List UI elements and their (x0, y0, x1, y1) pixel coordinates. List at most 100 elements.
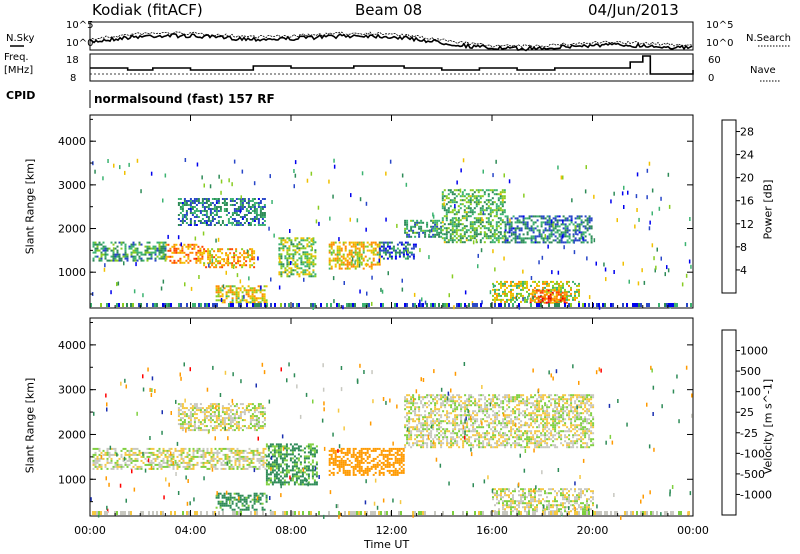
power-cell (308, 271, 311, 274)
vel-cell (231, 413, 234, 416)
vel-cell (249, 419, 252, 422)
vel-cell (432, 418, 435, 421)
power-cell (506, 239, 509, 242)
power-cell (544, 290, 546, 293)
power-speckle (201, 175, 203, 180)
power-cell (255, 214, 258, 216)
vel-cell (128, 451, 131, 454)
vel-cell (432, 420, 435, 423)
power-cell (177, 247, 180, 250)
vel-cell (432, 400, 435, 403)
vel-cell (271, 483, 274, 486)
power-cell (265, 299, 268, 302)
power-cell (501, 189, 504, 192)
vel-cell (271, 455, 274, 458)
power-cell (580, 215, 583, 218)
vel-cell (191, 405, 194, 408)
power-cell (447, 223, 450, 226)
vel-cell (199, 407, 202, 410)
power-cell (504, 225, 507, 228)
vel-cell (408, 422, 411, 425)
power-cell (241, 291, 244, 294)
power-cell (259, 291, 262, 294)
power-cell (469, 221, 472, 224)
nave-tick-high: 60 (708, 55, 721, 66)
power-cell (253, 218, 256, 220)
vel-cell (424, 402, 427, 405)
power-cell (332, 249, 335, 252)
power-cell (201, 200, 204, 202)
vel-cell (261, 411, 264, 414)
vel-cell (199, 423, 202, 426)
power-cell (282, 239, 285, 242)
power-cell (501, 205, 504, 208)
power-cell (235, 254, 238, 257)
power-cell (207, 204, 210, 206)
vel-cell (200, 461, 203, 464)
power-cell (225, 293, 228, 296)
power-cell (162, 241, 165, 244)
power-cell (306, 251, 309, 254)
vel-cell (224, 455, 227, 458)
power-cell (284, 245, 287, 248)
power-cell (503, 191, 506, 194)
vel-cell (192, 457, 195, 460)
power-cell (304, 271, 307, 274)
vel-cell (418, 422, 421, 425)
vel-cell (338, 449, 341, 452)
vel-cell (174, 461, 177, 464)
power-cell (136, 247, 139, 250)
power-cell (124, 251, 127, 254)
power-speckle (311, 238, 313, 242)
power-cell (518, 280, 520, 283)
power-cell (298, 273, 301, 276)
power-cell (535, 297, 538, 300)
vel-cell (362, 473, 365, 476)
power-cell (445, 203, 448, 206)
vel-cell (277, 443, 280, 446)
power-cell (261, 297, 264, 300)
power-cell (233, 291, 236, 294)
power-ground-cell (368, 303, 370, 307)
power-cell (195, 198, 198, 200)
power-cell (469, 195, 472, 198)
power-cell (148, 257, 151, 260)
vel-cell (152, 447, 155, 450)
vel-cell (227, 492, 230, 495)
power-ground-cell (216, 303, 218, 307)
power-cell (479, 219, 482, 222)
power-cell (171, 245, 174, 248)
vel-cell (334, 457, 337, 460)
power-cell (284, 241, 287, 244)
vel-cell (273, 473, 276, 476)
power-cell (530, 229, 533, 232)
vel-cell (182, 449, 185, 452)
power-cell (356, 241, 359, 244)
vel-cell (313, 479, 316, 482)
vel-cell (112, 447, 115, 450)
power-cell (499, 237, 502, 240)
power-cell (561, 299, 564, 302)
power-cell (558, 219, 561, 222)
power-cell (233, 254, 236, 257)
power-cell (412, 245, 415, 248)
vel-cell (260, 459, 263, 462)
vel-cell (291, 469, 294, 472)
power-cell (183, 204, 186, 206)
vel-cell (289, 469, 292, 472)
vel-cell (243, 419, 246, 422)
power-cell (259, 206, 262, 208)
power-cell (235, 202, 238, 204)
power-cell (556, 282, 558, 285)
vel-cell (94, 461, 97, 464)
power-cell (540, 235, 543, 238)
power-ground-cell (266, 303, 268, 307)
vel-cell (309, 445, 312, 448)
vel-cell (207, 415, 210, 418)
power-cell (362, 257, 365, 260)
vel-cell (390, 449, 393, 452)
power-cell (504, 227, 507, 230)
vel-cell (164, 455, 167, 458)
power-cell (559, 297, 562, 300)
power-cell (530, 225, 533, 228)
